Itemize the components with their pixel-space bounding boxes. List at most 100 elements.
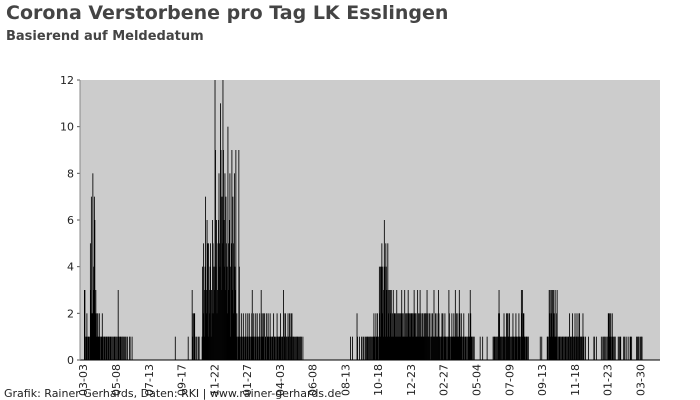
bar — [558, 336, 560, 360]
bar — [407, 336, 409, 360]
bar — [202, 313, 204, 360]
bar — [372, 336, 374, 360]
bar — [287, 313, 289, 360]
bar — [227, 126, 229, 361]
x-tick-label: 02-27 — [438, 364, 451, 396]
bar — [428, 336, 429, 360]
bar — [453, 336, 455, 360]
bar — [235, 150, 237, 360]
bar — [503, 313, 505, 360]
bar — [572, 336, 574, 360]
bar — [213, 313, 214, 360]
bar — [548, 336, 550, 360]
bar — [383, 220, 385, 360]
bar — [259, 313, 261, 360]
bar — [450, 336, 452, 360]
bar — [575, 336, 577, 360]
bar — [460, 336, 462, 360]
bar — [284, 336, 285, 360]
bar — [563, 336, 565, 360]
bar — [391, 313, 393, 360]
bar — [94, 220, 96, 360]
bar — [448, 290, 450, 360]
bar — [225, 290, 226, 360]
bar — [552, 313, 554, 360]
bar — [508, 313, 510, 360]
bar — [277, 336, 279, 360]
bar — [390, 313, 392, 360]
bar — [215, 150, 216, 360]
bar — [206, 220, 208, 360]
bar — [415, 313, 417, 360]
y-tick-label: 6 — [67, 214, 74, 227]
bar — [459, 336, 461, 360]
x-tick-label: 05-08 — [110, 364, 123, 396]
bar — [421, 336, 423, 360]
bar — [396, 290, 398, 360]
bar — [576, 336, 577, 360]
bar — [263, 313, 265, 360]
bar — [211, 290, 212, 360]
bar — [520, 336, 522, 360]
bar — [96, 313, 98, 360]
bar — [219, 243, 220, 360]
bar — [413, 290, 415, 360]
bar — [452, 336, 454, 360]
bar — [512, 313, 514, 360]
bar — [561, 336, 563, 360]
bar — [521, 313, 523, 360]
x-tick-label: 08-13 — [339, 364, 352, 396]
bar — [516, 336, 517, 360]
bar — [369, 336, 371, 360]
bar — [245, 313, 247, 360]
bar — [401, 313, 403, 360]
bar — [629, 336, 631, 360]
y-tick-label: 8 — [67, 167, 74, 180]
bar — [234, 290, 236, 360]
bar — [248, 313, 250, 360]
bar — [400, 336, 402, 360]
bar — [386, 336, 388, 360]
bar — [202, 266, 204, 360]
bar — [583, 336, 584, 360]
bar — [236, 313, 238, 360]
bar — [249, 336, 251, 360]
bar — [641, 336, 642, 360]
bar — [541, 336, 543, 360]
bar — [379, 266, 381, 360]
bar — [278, 336, 280, 360]
bar — [619, 336, 621, 360]
bar — [566, 336, 567, 360]
bar — [497, 336, 498, 360]
bar — [574, 313, 576, 360]
bar — [402, 336, 404, 360]
bar — [284, 336, 286, 360]
bar — [352, 336, 353, 360]
bar — [96, 336, 98, 360]
bar — [260, 290, 262, 360]
bar — [625, 336, 627, 360]
bar — [525, 336, 527, 360]
bar — [439, 336, 441, 360]
bar — [431, 336, 432, 360]
bar — [446, 336, 448, 360]
bar — [462, 336, 464, 360]
bar — [432, 313, 433, 360]
bar — [463, 313, 465, 360]
bar — [607, 313, 609, 360]
bar — [118, 336, 120, 360]
bar — [434, 336, 436, 360]
bar — [279, 336, 281, 360]
bar — [609, 336, 611, 360]
bar — [204, 266, 206, 360]
bar — [223, 220, 225, 360]
bar — [402, 313, 404, 360]
bar — [252, 336, 254, 360]
bar — [393, 313, 395, 360]
bar — [424, 336, 426, 360]
bar — [399, 313, 401, 360]
bar — [511, 336, 512, 360]
bar — [363, 336, 365, 360]
bar — [445, 336, 447, 360]
bar — [510, 336, 512, 360]
